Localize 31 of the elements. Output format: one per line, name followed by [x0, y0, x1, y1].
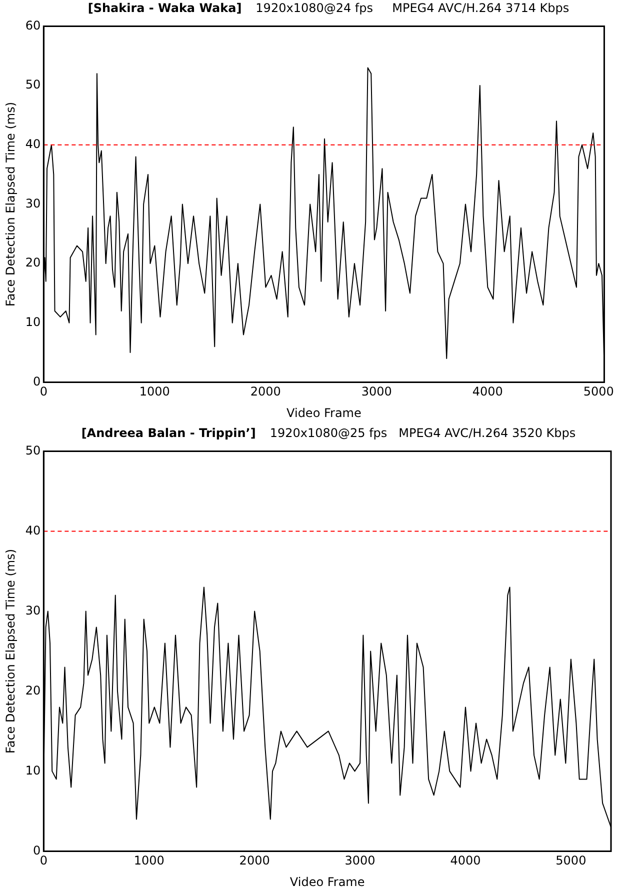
y-tick-label: 40 — [25, 136, 41, 151]
y-tick-label: 60 — [25, 18, 41, 32]
y-tick-label: 10 — [25, 763, 41, 778]
x-tick-label: 1000 — [139, 384, 170, 399]
y-tick-label: 30 — [25, 196, 41, 210]
x-tick-label: 3000 — [344, 854, 376, 868]
x-tick-label: 5000 — [583, 384, 614, 399]
chart-title: [Shakira - Waka Waka] — [88, 1, 242, 15]
x-tick-label: 2000 — [250, 384, 281, 399]
chart-subtitle: 1920x1080@24 fps MPEG4 AVC/H.264 3714 Kbps — [256, 1, 570, 15]
y-axis-title: Face Detection Elapsed Time (ms) — [3, 548, 18, 754]
y-tick-label: 20 — [25, 256, 41, 270]
y-tick-label: 20 — [25, 683, 41, 698]
y-tick-label: 0 — [33, 843, 41, 858]
x-tick-label: 3000 — [361, 384, 392, 399]
x-axis-title: Video Frame — [290, 874, 365, 889]
y-tick-label: 0 — [33, 374, 41, 388]
y-axis-title: Face Detection Elapsed Time (ms) — [3, 102, 18, 306]
y-tick-label: 50 — [25, 78, 41, 92]
x-tick-label: 2000 — [239, 854, 270, 868]
x-tick-label: 4000 — [472, 384, 503, 399]
y-tick-label: 50 — [25, 443, 41, 458]
x-tick-label: 4000 — [450, 854, 481, 868]
chart-title: [Andreea Balan - Trippin’] — [81, 426, 256, 440]
y-tick-label: 10 — [25, 314, 41, 329]
x-tick-label: 5000 — [556, 854, 586, 868]
y-tick-label: 30 — [25, 603, 41, 618]
y-tick-label: 40 — [25, 523, 41, 538]
x-axis-title: Video Frame — [286, 406, 362, 420]
chart-subtitle: 1920x1080@25 fps MPEG4 AVC/H.264 3520 Kbps — [270, 426, 576, 440]
x-tick-label: 1000 — [134, 854, 164, 868]
